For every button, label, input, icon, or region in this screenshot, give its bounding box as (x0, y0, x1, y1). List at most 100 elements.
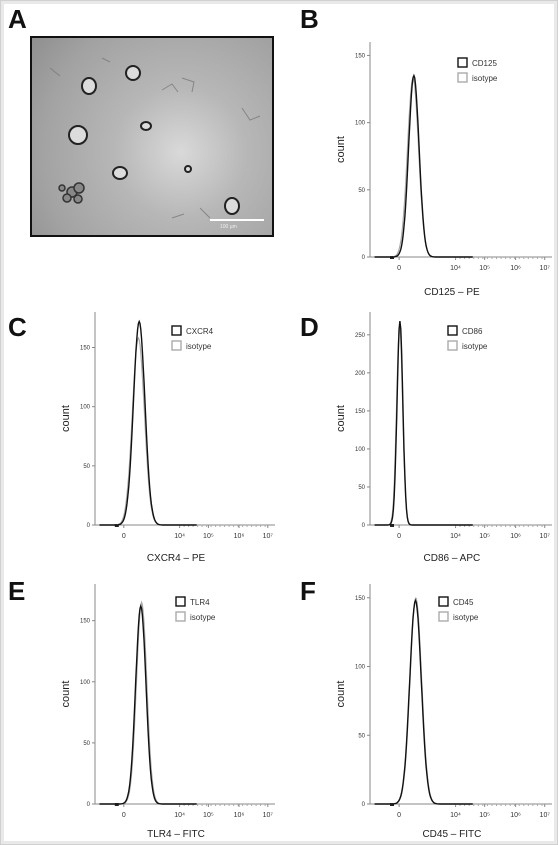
legend-swatch-isotype (171, 340, 182, 351)
histogram-line-isotype (374, 597, 473, 805)
y-tick-label: 100 (80, 680, 91, 686)
y-axis-label: count (60, 681, 72, 708)
legend-label-cd125: CD125 (472, 59, 497, 68)
panel-label-c: C (8, 312, 27, 342)
x-tick-label: 0 (122, 812, 126, 819)
y-tick-label: 100 (80, 405, 91, 411)
origin-marker (390, 524, 395, 527)
histogram-b: 0 50 100 150 0 10⁴ 10⁵ 10⁶ 10⁷ count CD125 – PE CD1… (335, 42, 552, 298)
x-tick-label: 10⁶ (510, 812, 521, 819)
y-tick-label: 150 (355, 53, 366, 59)
legend-swatch-isotype (457, 72, 468, 83)
legend-label-cxcr4: CXCR4 (186, 327, 214, 336)
legend-label-cd45: CD45 (453, 598, 474, 607)
histogram-f: 0 50 100 150 0 10⁴ 10⁵ 10⁶ 10⁷ count CD45 – FITC CD… (335, 584, 552, 840)
y-tick-label: 100 (355, 665, 366, 671)
legend-swatch-cd45 (438, 596, 449, 607)
cell (112, 166, 128, 180)
y-tick-label: 100 (355, 121, 366, 127)
x-tick-label: 10⁶ (234, 533, 245, 540)
x-axis-label: CD45 – FITC (422, 829, 481, 840)
cell (68, 125, 88, 145)
x-tick-label: 0 (122, 533, 126, 540)
x-tick-label: 10⁵ (203, 812, 214, 819)
legend-swatch-tlr4 (175, 596, 186, 607)
y-tick-label: 0 (87, 523, 91, 529)
legend-swatch-isotype (175, 611, 186, 622)
y-axis-label: count (335, 405, 347, 432)
y-tick-label: 200 (355, 371, 366, 377)
y-tick-label: 100 (355, 447, 366, 453)
panel-label-e: E (8, 576, 26, 606)
legend-label-tlr4: TLR4 (190, 598, 210, 607)
y-tick-label: 50 (358, 188, 365, 194)
legend-label-isotype: isotype (190, 613, 216, 622)
y-axis-label: count (335, 136, 347, 163)
x-tick-label: 10⁷ (540, 533, 551, 540)
cell-debris (49, 57, 261, 219)
histogram-c: 0 50 100 150 0 10⁴ 10⁵ 10⁶ 10⁷ count CXCR4 – PE CXC… (60, 312, 275, 564)
legend-swatch-cd125 (457, 57, 468, 68)
x-tick-label: 0 (397, 533, 401, 540)
cell (224, 197, 240, 215)
legend-swatch-cd86 (447, 325, 458, 336)
legend-swatch-isotype (438, 611, 449, 622)
panel-label-d: D (300, 312, 319, 342)
micrograph-image: 100 μm (30, 36, 274, 237)
cell (125, 65, 141, 81)
y-tick-label: 0 (362, 802, 366, 808)
legend-swatch-isotype (447, 340, 458, 351)
y-axis-label: count (335, 681, 347, 708)
histogram-line-isotype (99, 336, 197, 526)
histogram-line-tlr4 (99, 603, 197, 805)
y-tick-label: 0 (362, 523, 366, 529)
legend-label-isotype: isotype (462, 342, 488, 351)
cell (81, 77, 97, 95)
x-tick-label: 10⁴ (450, 265, 461, 272)
x-tick-label: 10⁶ (234, 812, 245, 819)
y-tick-label: 0 (87, 802, 91, 808)
histogram-line-isotype (374, 324, 473, 526)
y-tick-label: 150 (80, 619, 91, 625)
histogram-d: 0 50 100 150 200 250 0 10⁴ 10⁵ 10⁶ 10⁷ count CD86 – … (335, 312, 552, 564)
cell-cluster (58, 182, 85, 204)
y-tick-label: 150 (355, 596, 366, 602)
x-axis-label: TLR4 – FITC (147, 829, 205, 840)
legend-label-isotype: isotype (453, 613, 479, 622)
histogram-line-isotype (99, 600, 197, 805)
x-tick-label: 10⁶ (510, 265, 521, 272)
micrograph-cells (49, 57, 264, 221)
histogram-line-cd45 (374, 598, 473, 805)
histogram-line-cd86 (374, 321, 473, 526)
panel-label-f: F (300, 576, 316, 606)
y-tick-label: 150 (355, 409, 366, 415)
x-tick-label: 10⁵ (203, 533, 214, 540)
x-tick-label: 0 (397, 812, 401, 819)
panel-label-b: B (300, 4, 319, 34)
y-tick-label: 0 (362, 255, 366, 261)
x-tick-label: 10⁷ (540, 265, 551, 272)
legend-swatch-cxcr4 (171, 325, 182, 336)
y-tick-label: 50 (83, 464, 90, 470)
scale-bar-label: 100 μm (220, 224, 237, 230)
x-tick-label: 10⁷ (263, 533, 274, 540)
x-axis-label: CXCR4 – PE (147, 553, 206, 564)
y-tick-label: 50 (358, 733, 365, 739)
histogram-line-cxcr4 (99, 319, 197, 526)
x-tick-label: 0 (397, 265, 401, 272)
y-tick-label: 50 (358, 485, 365, 491)
x-axis-label: CD125 – PE (424, 287, 480, 298)
x-tick-label: 10⁴ (450, 533, 461, 540)
x-tick-label: 10⁴ (450, 812, 461, 819)
y-tick-label: 150 (80, 346, 91, 352)
y-tick-label: 250 (355, 333, 366, 339)
y-axis-label: count (60, 405, 72, 432)
histogram-line-cd125 (374, 73, 473, 258)
x-tick-label: 10⁷ (540, 812, 551, 819)
panel-label-a: A (8, 4, 27, 34)
cell (184, 165, 192, 173)
x-tick-label: 10⁷ (263, 812, 274, 819)
legend-label-isotype: isotype (186, 342, 212, 351)
x-tick-label: 10⁵ (479, 265, 490, 272)
